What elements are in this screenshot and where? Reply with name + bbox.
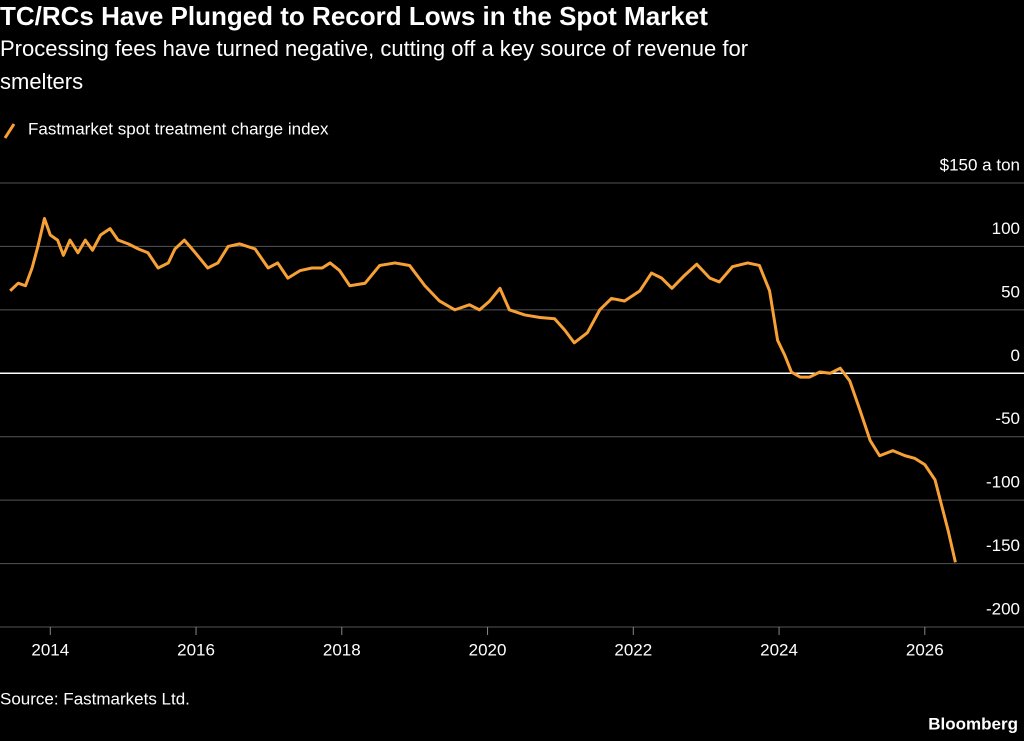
x-tick-label: 2022 xyxy=(614,640,652,659)
legend-swatch xyxy=(3,123,16,139)
brand: Bloomberg xyxy=(928,714,1018,733)
legend-label: Fastmarket spot treatment charge index xyxy=(28,119,329,138)
chart-title: TC/RCs Have Plunged to Record Lows in th… xyxy=(0,1,708,31)
data-line xyxy=(9,217,957,563)
y-tick-label: -150 xyxy=(986,536,1020,555)
y-tick-label: $150 a ton xyxy=(940,155,1020,174)
y-tick-label: -50 xyxy=(995,409,1020,428)
x-tick-label: 2014 xyxy=(31,640,69,659)
x-tick-label: 2020 xyxy=(469,640,507,659)
x-tick-label: 2018 xyxy=(323,640,361,659)
x-tick-label: 2016 xyxy=(177,640,215,659)
x-tick-label: 2026 xyxy=(906,640,944,659)
chart-subtitle: Processing fees have turned negative, cu… xyxy=(0,36,748,94)
source: Source: Fastmarkets Ltd. xyxy=(0,689,190,708)
y-tick-label: 50 xyxy=(1001,282,1020,301)
x-tick-label: 2024 xyxy=(760,640,798,659)
y-tick-label: -100 xyxy=(986,473,1020,492)
y-tick-label: -200 xyxy=(986,599,1020,618)
y-tick-label: 0 xyxy=(1011,346,1020,365)
y-tick-label: 100 xyxy=(992,219,1020,238)
